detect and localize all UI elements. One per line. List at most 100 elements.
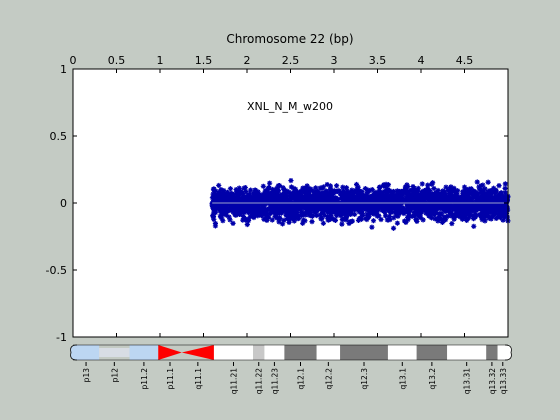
data-point: [412, 191, 418, 197]
data-point: [240, 201, 246, 207]
data-point: [446, 197, 452, 203]
data-point: [367, 210, 373, 216]
data-point: [245, 217, 252, 224]
data-point: [365, 203, 371, 209]
data-point: [358, 216, 365, 222]
data-point: [365, 187, 371, 193]
data-point: [233, 197, 239, 203]
data-point: [471, 223, 477, 229]
data-point: [326, 191, 332, 197]
x-axis-top: 0 0.5 1 1.5 2 2.5 3 3.5 4 4.5: [70, 54, 474, 337]
data-point: [416, 213, 422, 220]
data-point: [385, 205, 392, 211]
data-point: [310, 193, 316, 199]
data-point: [460, 197, 466, 203]
data-point: [489, 208, 495, 214]
ideogram-band: [340, 345, 388, 360]
data-point: [214, 197, 220, 203]
data-point: [296, 202, 302, 208]
data-point: [444, 197, 450, 203]
data-point: [288, 212, 294, 218]
data-point: [371, 195, 377, 202]
data-point: [382, 183, 388, 190]
data-point: [490, 212, 496, 218]
data-point: [418, 196, 424, 203]
data-point: [265, 214, 272, 220]
data-point: [461, 184, 468, 190]
ideogram-band: [387, 345, 417, 360]
data-point: [400, 208, 406, 214]
data-point: [440, 201, 446, 207]
x-tick-label: 1.5: [195, 54, 213, 67]
data-point: [412, 204, 419, 210]
data-point: [496, 183, 502, 189]
data-point: [448, 196, 454, 202]
data-point: [253, 208, 259, 215]
data-point: [452, 194, 458, 200]
data-point: [485, 201, 491, 207]
data-point: [291, 218, 297, 224]
data-point: [277, 210, 283, 216]
x-tick-label: 4.5: [456, 54, 474, 67]
chromosome-ideogram: p13 p12 p11.2 p11.1 q11.1 q11.21 q11.22 q11.23 q…: [70, 344, 512, 394]
data-point: [411, 188, 417, 194]
data-point: [442, 217, 449, 223]
data-point: [297, 195, 303, 201]
data-point: [482, 204, 488, 210]
data-point: [284, 193, 290, 199]
ideogram-band: [73, 345, 100, 360]
data-point: [248, 187, 254, 193]
x-tick-label: 0.5: [108, 54, 126, 67]
data-point: [334, 197, 341, 203]
data-point: [481, 215, 487, 221]
data-point: [219, 215, 225, 221]
data-point: [394, 188, 400, 194]
data-point: [358, 207, 364, 213]
data-point: [465, 215, 471, 221]
data-point: [261, 206, 268, 212]
data-point: [407, 207, 413, 213]
data-point: [383, 201, 389, 208]
data-point: [461, 215, 467, 221]
ideogram-band-label: q13.31: [463, 368, 472, 394]
data-point: [226, 196, 233, 202]
data-point: [379, 207, 385, 213]
data-point: [264, 217, 270, 223]
data-point: [275, 188, 281, 194]
data-point: [326, 202, 332, 208]
data-point: [502, 190, 509, 196]
data-point: [272, 189, 278, 196]
data-point: [427, 204, 433, 210]
data-point: [371, 208, 377, 214]
data-point: [274, 191, 280, 197]
data-point: [306, 186, 313, 192]
data-point: [363, 195, 369, 201]
data-point: [249, 210, 256, 216]
data-point: [247, 196, 253, 202]
data-point: [502, 214, 508, 220]
data-point: [266, 206, 272, 212]
data-point: [244, 197, 250, 204]
ideogram-band-label: p11.2: [140, 368, 149, 390]
data-point: [287, 192, 294, 199]
data-point: [468, 186, 474, 192]
data-point: [340, 216, 346, 222]
data-point: [219, 198, 225, 204]
data-point: [365, 207, 371, 213]
data-point: [460, 202, 466, 208]
data-point: [348, 211, 354, 217]
y-tick-label: -1: [56, 331, 67, 344]
data-point: [242, 197, 248, 203]
data-point: [390, 188, 397, 195]
ideogram-band-label: q13.32: [488, 368, 497, 394]
data-point: [232, 212, 238, 218]
data-point: [320, 190, 326, 197]
data-point: [471, 192, 477, 198]
data-point: [239, 205, 245, 211]
data-point: [382, 209, 388, 215]
data-point: [210, 213, 217, 220]
data-point: [218, 202, 224, 208]
data-point: [464, 217, 470, 224]
data-point: [317, 185, 323, 191]
data-point: [223, 194, 229, 200]
